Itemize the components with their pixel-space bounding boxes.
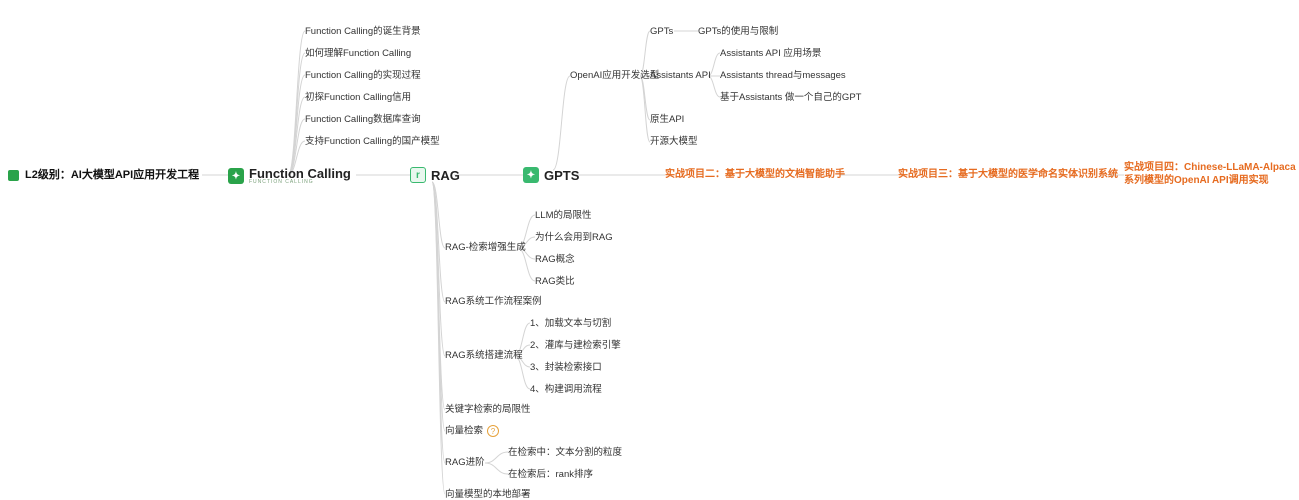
function-calling-icon: ✦ — [228, 168, 244, 184]
gpts-child-1[interactable]: Assistants API — [650, 70, 711, 81]
question-badge-icon: ? — [487, 425, 499, 437]
rag-child-5-0[interactable]: 在检索中：文本分割的粒度 — [508, 447, 622, 458]
project-4[interactable]: 实战项目四：Chinese-LLaMA-Alpaca系列模型的OpenAI AP… — [1124, 162, 1299, 187]
fc-child-4[interactable]: Function Calling数据库查询 — [305, 114, 421, 125]
rag-icon: r — [410, 167, 426, 183]
rag-child-0-1[interactable]: 为什么会用到RAG — [535, 232, 613, 243]
gpts-child-2[interactable]: 原生API — [650, 114, 684, 125]
gpts-child-3-label: 开源大模型 — [650, 136, 698, 147]
rag-child-0-0-label: LLM的局限性 — [535, 210, 591, 221]
rag-child-2-label: RAG系统搭建流程 — [445, 350, 523, 361]
branch-gpts[interactable]: ✦ GPTS — [523, 167, 579, 183]
rag-child-0-2[interactable]: RAG概念 — [535, 254, 575, 265]
fc-child-1-label: 如何理解Function Calling — [305, 48, 411, 59]
project-3-label: 实战项目三：基于大模型的医学命名实体识别系统 — [898, 169, 1118, 180]
branch-fc-sub: FUNCTION CALLING — [249, 180, 351, 185]
rag-child-0-3[interactable]: RAG类比 — [535, 276, 575, 287]
rag-child-6-label: 向量模型的本地部署 — [445, 489, 531, 500]
root-label: L2级别：AI大模型API应用开发工程 — [25, 169, 199, 181]
root-bullet-icon — [8, 170, 19, 181]
rag-child-6[interactable]: 向量模型的本地部署 — [445, 489, 531, 500]
fc-child-2[interactable]: Function Calling的实现过程 — [305, 70, 421, 81]
fc-child-3-label: 初探Function Calling信用 — [305, 92, 411, 103]
openai-node[interactable]: OpenAI应用开发选型 — [570, 70, 659, 81]
project-2[interactable]: 实战项目二：基于大模型的文档智能助手 — [665, 169, 845, 181]
rag-child-2-3-label: 4、构建调用流程 — [530, 384, 602, 395]
rag-child-2[interactable]: RAG系统搭建流程 — [445, 350, 523, 361]
fc-child-5-label: 支持Function Calling的国产模型 — [305, 136, 440, 147]
rag-child-1-label: RAG系统工作流程案例 — [445, 296, 542, 307]
fc-child-4-label: Function Calling数据库查询 — [305, 114, 421, 125]
gpts-child-1-2[interactable]: 基于Assistants 做一个自己的GPT — [720, 92, 861, 103]
rag-child-4[interactable]: 向量检索? — [445, 425, 499, 437]
gpts-child-1-label: Assistants API — [650, 70, 711, 81]
rag-child-0-0[interactable]: LLM的局限性 — [535, 210, 591, 221]
gpts-child-0-label: GPTs — [650, 26, 673, 37]
gpts-child-3[interactable]: 开源大模型 — [650, 136, 698, 147]
rag-child-2-1-label: 2、灌库与建检索引擎 — [530, 340, 621, 351]
openai-node-label: OpenAI应用开发选型 — [570, 70, 659, 81]
fc-child-0-label: Function Calling的诞生背景 — [305, 26, 421, 37]
rag-child-2-1[interactable]: 2、灌库与建检索引擎 — [530, 340, 621, 351]
rag-child-5-1-label: 在检索后：rank排序 — [508, 469, 593, 480]
branch-gpts-label: GPTS — [544, 168, 579, 183]
branch-rag-label: RAG — [431, 168, 460, 183]
root-node[interactable]: L2级别：AI大模型API应用开发工程 — [8, 169, 199, 182]
rag-child-4-label: 向量检索 — [445, 426, 483, 437]
branch-function-calling[interactable]: ✦ Function Calling FUNCTION CALLING — [228, 167, 351, 185]
gpts-child-1-2-label: 基于Assistants 做一个自己的GPT — [720, 92, 861, 103]
rag-child-3[interactable]: 关键字检索的局限性 — [445, 404, 531, 415]
rag-child-0-3-label: RAG类比 — [535, 276, 575, 287]
gpts-child-1-1[interactable]: Assistants thread与messages — [720, 70, 846, 81]
gpts-child-1-0[interactable]: Assistants API 应用场景 — [720, 48, 821, 59]
gpts-child-0-0-label: GPTs的使用与限制 — [698, 26, 778, 37]
rag-child-5-1[interactable]: 在检索后：rank排序 — [508, 469, 593, 480]
rag-child-3-label: 关键字检索的局限性 — [445, 404, 531, 415]
rag-child-5-0-label: 在检索中：文本分割的粒度 — [508, 447, 622, 458]
gpts-icon: ✦ — [523, 167, 539, 183]
fc-child-0[interactable]: Function Calling的诞生背景 — [305, 26, 421, 37]
project-3[interactable]: 实战项目三：基于大模型的医学命名实体识别系统 — [898, 169, 1118, 181]
project-2-label: 实战项目二：基于大模型的文档智能助手 — [665, 169, 845, 180]
gpts-child-0-0[interactable]: GPTs的使用与限制 — [698, 26, 778, 37]
project-4-label: 实战项目四：Chinese-LLaMA-Alpaca系列模型的OpenAI AP… — [1124, 162, 1296, 186]
branch-rag[interactable]: r RAG — [410, 167, 460, 183]
rag-child-2-0[interactable]: 1、加载文本与切割 — [530, 318, 611, 329]
fc-child-1[interactable]: 如何理解Function Calling — [305, 48, 411, 59]
rag-child-2-0-label: 1、加载文本与切割 — [530, 318, 611, 329]
rag-child-0-1-label: 为什么会用到RAG — [535, 232, 613, 243]
rag-child-2-3[interactable]: 4、构建调用流程 — [530, 384, 602, 395]
rag-child-0[interactable]: RAG-检索增强生成 — [445, 242, 526, 253]
fc-child-3[interactable]: 初探Function Calling信用 — [305, 92, 411, 103]
gpts-child-1-0-label: Assistants API 应用场景 — [720, 48, 821, 59]
rag-child-2-2-label: 3、封装检索接口 — [530, 362, 602, 373]
fc-child-5[interactable]: 支持Function Calling的国产模型 — [305, 136, 440, 147]
fc-child-2-label: Function Calling的实现过程 — [305, 70, 421, 81]
rag-child-0-2-label: RAG概念 — [535, 254, 575, 265]
gpts-child-0[interactable]: GPTs — [650, 26, 673, 37]
rag-child-1[interactable]: RAG系统工作流程案例 — [445, 296, 542, 307]
rag-child-5[interactable]: RAG进阶 — [445, 457, 485, 468]
rag-child-2-2[interactable]: 3、封装检索接口 — [530, 362, 602, 373]
gpts-child-1-1-label: Assistants thread与messages — [720, 70, 846, 81]
rag-child-5-label: RAG进阶 — [445, 457, 485, 468]
gpts-child-2-label: 原生API — [650, 114, 684, 125]
rag-child-0-label: RAG-检索增强生成 — [445, 242, 526, 253]
